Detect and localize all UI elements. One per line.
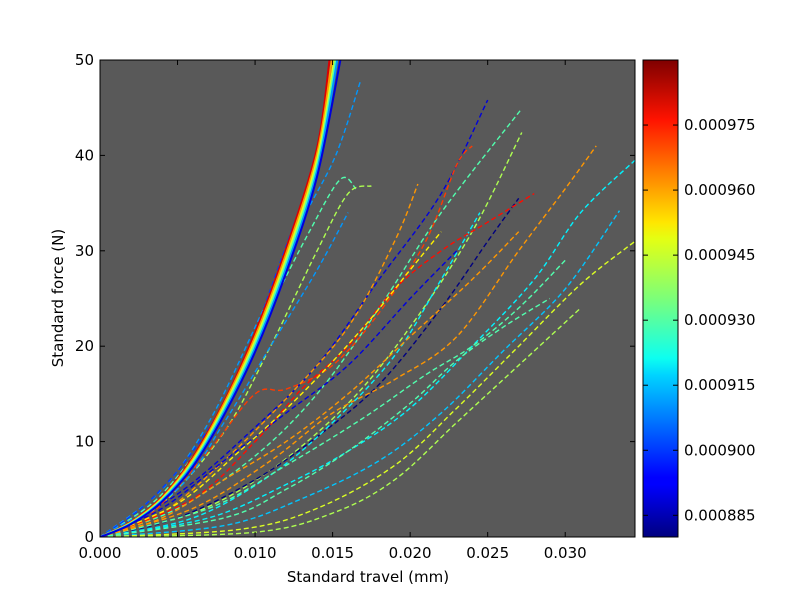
dashed-series-line (100, 110, 521, 537)
x-tick-label: 0.015 (311, 544, 354, 562)
colorbar-tick-label: 0.000945 (684, 246, 756, 264)
colorbar (642, 59, 679, 538)
colorbar-tick-label: 0.000960 (684, 181, 756, 199)
x-axis: 0.000 0.005 0.010 0.015 0.020 0.025 0.030 (79, 60, 587, 562)
dashed-series-line (100, 212, 349, 537)
y-tick-label: 20 (75, 337, 94, 355)
dashed-series-line (100, 297, 551, 537)
dashed-series-line (100, 145, 597, 537)
x-axis-label: Standard travel (mm) (287, 568, 449, 586)
dashed-series-line (100, 159, 635, 537)
dashed-series-line (100, 212, 481, 537)
y-tick-label: 0 (84, 528, 94, 546)
dashed-series-line (100, 183, 419, 537)
x-tick-label: 0.010 (234, 544, 277, 562)
dashed-series-line (100, 250, 458, 537)
dashed-series-line (100, 197, 520, 537)
dashed-series-line (100, 80, 362, 537)
solid-series-line (100, 60, 342, 537)
dashed-series-line (100, 99, 489, 537)
x-tick-label: 0.020 (389, 544, 432, 562)
dashed-series-line (100, 307, 582, 537)
colorbar-tick-label: 0.000900 (684, 441, 756, 459)
dashed-series-line (100, 210, 621, 537)
colorbar-ticks: 0.000885 0.000900 0.000915 0.000930 0.000945… (643, 116, 756, 524)
x-tick-label: 0.005 (156, 544, 199, 562)
x-tick-label: 0.000 (79, 544, 122, 562)
dashed-series-line (100, 185, 372, 537)
dashed-series-line (100, 176, 357, 537)
dashed-series-line (100, 231, 520, 537)
y-tick-label: 30 (75, 242, 94, 260)
y-tick-label: 40 (75, 146, 94, 164)
colorbar-tick-label: 0.000885 (684, 506, 756, 524)
y-axis-label: Standard force (N) (49, 229, 67, 367)
plot-frame (99, 59, 636, 538)
plot-background (100, 60, 635, 537)
y-axis: 0 10 20 30 40 50 (75, 51, 635, 546)
dashed-series-line (100, 231, 442, 537)
y-tick-label: 50 (75, 51, 94, 69)
dashed-series-line (100, 259, 566, 537)
y-tick-label: 10 (75, 433, 94, 451)
dashed-series-group (100, 80, 635, 537)
colorbar-tick-label: 0.000915 (684, 376, 756, 394)
colorbar-tick-label: 0.000975 (684, 116, 756, 134)
solid-series-group (100, 60, 342, 537)
x-tick-label: 0.030 (544, 544, 587, 562)
colorbar-tick-label: 0.000930 (684, 311, 756, 329)
x-tick-label: 0.025 (466, 544, 509, 562)
dashed-series-line (100, 240, 635, 537)
